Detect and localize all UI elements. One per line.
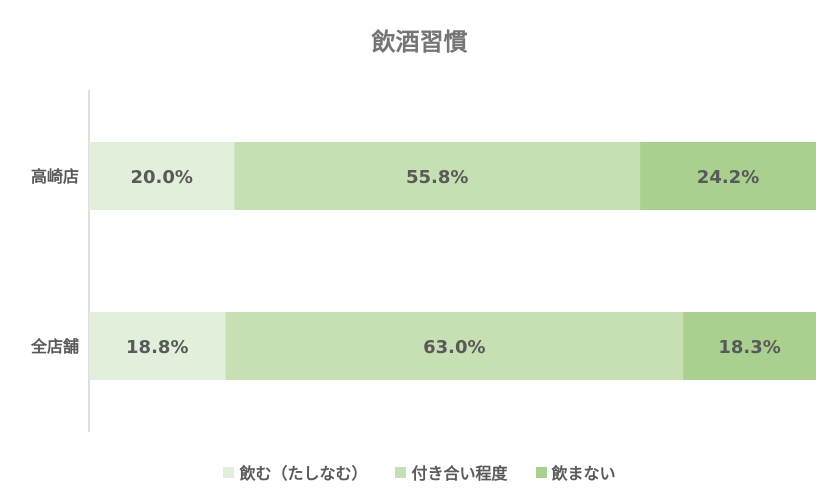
legend-item: 付き合い程度 [395,460,508,484]
data-label: 20.0% [130,167,192,188]
legend-label: 飲む（たしなむ） [239,464,368,483]
bar-segment [234,142,641,210]
bar-segment [89,142,235,210]
legend-swatch [395,466,407,478]
legend: 飲む（たしなむ） 付き合い程度 飲まない [0,460,839,484]
bar-segment [225,312,684,380]
data-label: 55.8% [406,167,468,188]
legend-label: 飲まない [551,464,616,483]
legend-item: 飲む（たしなむ） [223,460,367,484]
bar-segment [683,312,816,380]
category-label: 全店舗 [30,337,79,356]
data-label: 18.8% [126,337,188,358]
bar-segment [640,142,816,210]
legend-swatch [223,466,235,478]
bar-segment [89,312,226,380]
legend-swatch [535,466,547,478]
chart-title: 飲酒習慣 [371,28,468,56]
data-label: 24.2% [697,167,759,188]
data-label: 63.0% [423,337,485,358]
legend-label: 付き合い程度 [411,464,508,483]
data-label: 18.3% [718,337,780,358]
legend-item: 飲まない [535,460,616,484]
category-label: 高崎店 [31,167,79,186]
